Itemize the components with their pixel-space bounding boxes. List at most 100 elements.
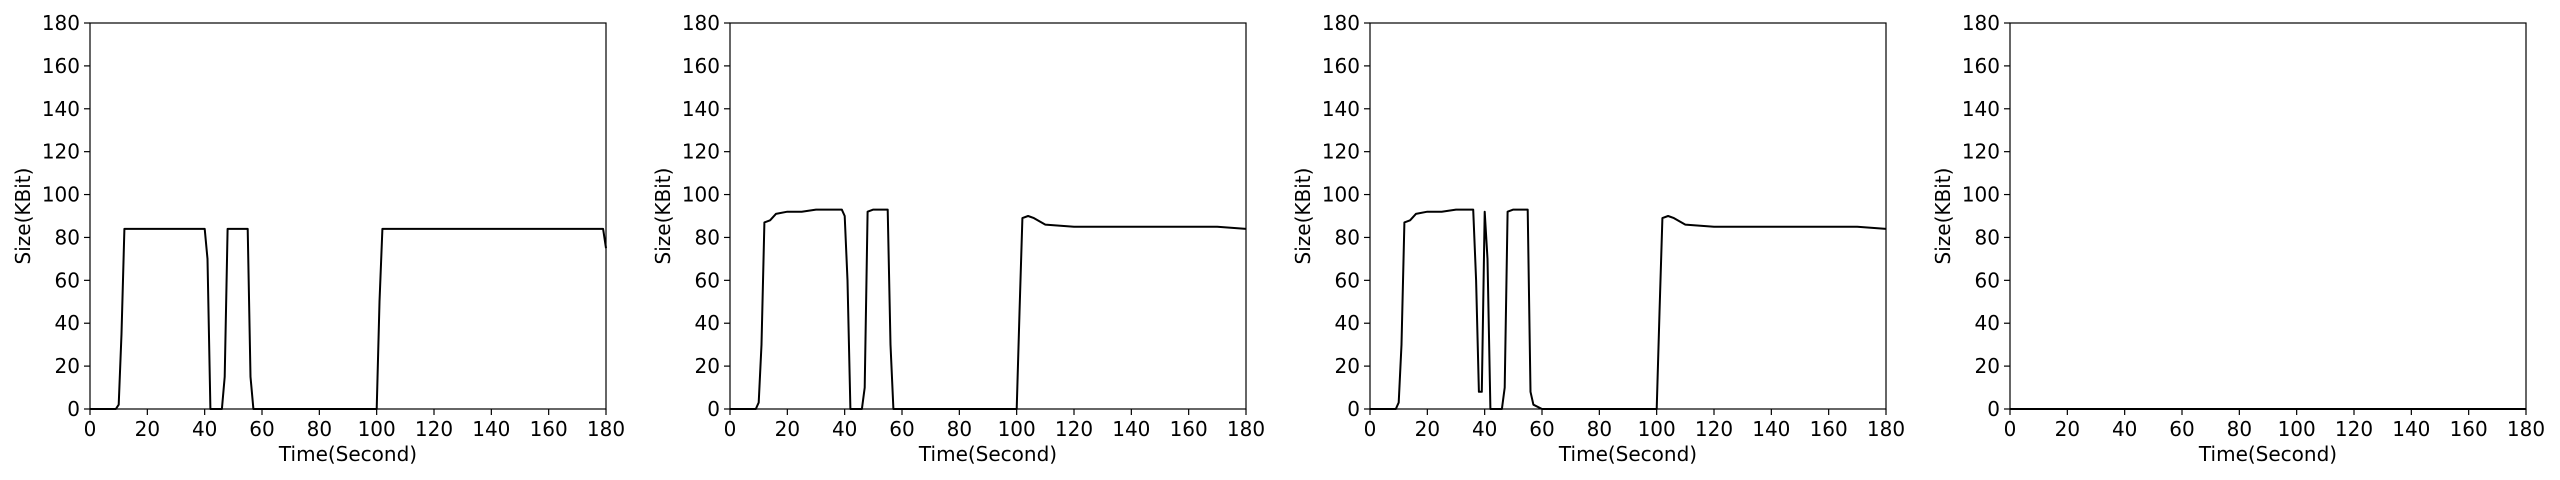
x-tick-label: 60 <box>889 417 914 441</box>
x-tick-label: 120 <box>2335 417 2373 441</box>
y-tick-label: 60 <box>1975 268 2000 292</box>
series-line <box>90 227 607 410</box>
y-axis-label: Size(KBit) <box>1931 168 1955 265</box>
x-tick-label: 180 <box>587 417 625 441</box>
x-tick-label: 40 <box>832 417 857 441</box>
x-tick-label: 100 <box>1638 417 1676 441</box>
x-tick-label: 160 <box>1810 417 1848 441</box>
y-tick-label: 40 <box>55 311 80 335</box>
y-tick-label: 120 <box>1322 140 1360 164</box>
x-tick-label: 40 <box>1472 417 1497 441</box>
chart-panel-4: 0 20 40 60 80 100 120 140 160 180 0 20 40 60 80 100 120 1… <box>1931 11 2545 466</box>
x-tick-label: 100 <box>2278 417 2316 441</box>
x-tick-label: 80 <box>1587 417 1612 441</box>
x-tick-label: 80 <box>2227 417 2252 441</box>
chart-panel-1: 0 20 40 60 80 100 120 140 160 180 0 20 40 60 80 100 120 1… <box>11 11 625 466</box>
y-tick-label: 40 <box>1335 311 1360 335</box>
y-tick-label: 140 <box>1322 97 1360 121</box>
y-tick-label: 80 <box>1975 225 2000 249</box>
x-tick-label: 120 <box>1695 417 1733 441</box>
x-axis-label: Time(Second) <box>1558 442 1697 466</box>
x-tick-label: 60 <box>249 417 274 441</box>
x-tick-label: 180 <box>1227 417 1265 441</box>
x-axis-label: Time(Second) <box>278 442 417 466</box>
x-tick-label: 20 <box>775 417 800 441</box>
x-tick-label: 140 <box>472 417 510 441</box>
y-tick-label: 120 <box>1962 140 2000 164</box>
y-tick-label: 100 <box>1962 183 2000 207</box>
plot-frame <box>729 22 1247 410</box>
y-tick-label: 0 <box>67 397 80 421</box>
x-tick-label: 140 <box>2392 417 2430 441</box>
y-tick-label: 100 <box>42 183 80 207</box>
x-tick-label: 120 <box>1055 417 1093 441</box>
y-tick-label: 60 <box>1335 268 1360 292</box>
x-tick-label: 60 <box>2169 417 2194 441</box>
x-tick-label: 20 <box>2055 417 2080 441</box>
y-tick-label: 180 <box>682 11 720 35</box>
x-tick-label: 140 <box>1112 417 1150 441</box>
y-tick-label: 0 <box>1987 397 2000 421</box>
y-tick-label: 20 <box>55 354 80 378</box>
y-tick-label: 0 <box>707 397 720 421</box>
x-tick-label: 120 <box>415 417 453 441</box>
y-axis-label: Size(KBit) <box>651 168 675 265</box>
x-tick-label: 20 <box>135 417 160 441</box>
plot-frame <box>89 22 607 410</box>
y-tick-label: 120 <box>42 140 80 164</box>
x-tick-label: 80 <box>307 417 332 441</box>
y-tick-label: 120 <box>682 140 720 164</box>
y-tick-label: 20 <box>695 354 720 378</box>
x-tick-label: 0 <box>84 417 97 441</box>
x-axis-label: Time(Second) <box>2198 442 2337 466</box>
x-tick-label: 20 <box>1415 417 1440 441</box>
y-tick-label: 80 <box>695 225 720 249</box>
y-tick-label: 40 <box>1975 311 2000 335</box>
y-tick-label: 40 <box>695 311 720 335</box>
x-tick-label: 180 <box>1867 417 1905 441</box>
y-tick-label: 140 <box>42 97 80 121</box>
y-tick-label: 100 <box>1322 183 1360 207</box>
x-tick-label: 160 <box>530 417 568 441</box>
y-tick-label: 80 <box>55 225 80 249</box>
x-tick-label: 140 <box>1752 417 1790 441</box>
series-line <box>730 208 1247 410</box>
y-tick-label: 20 <box>1335 354 1360 378</box>
x-axis-label: Time(Second) <box>918 442 1057 466</box>
y-tick-label: 80 <box>1335 225 1360 249</box>
y-tick-label: 140 <box>682 97 720 121</box>
x-tick-label: 100 <box>998 417 1036 441</box>
y-axis-label: Size(KBit) <box>11 168 35 265</box>
y-tick-label: 100 <box>682 183 720 207</box>
chart-panel-2: 0 20 40 60 80 100 120 140 160 180 0 20 40 60 80 100 120 1… <box>651 11 1265 466</box>
y-tick-label: 20 <box>1975 354 2000 378</box>
x-tick-label: 60 <box>1529 417 1554 441</box>
x-tick-label: 40 <box>192 417 217 441</box>
chart-panel-3: 0 20 40 60 80 100 120 140 160 180 0 20 40 60 80 100 120 1… <box>1291 11 1905 466</box>
y-tick-label: 180 <box>1962 11 2000 35</box>
y-tick-label: 180 <box>1322 11 1360 35</box>
x-tick-label: 180 <box>2507 417 2545 441</box>
plot-frame <box>1369 22 1887 410</box>
y-tick-label: 160 <box>682 54 720 78</box>
y-tick-label: 160 <box>1322 54 1360 78</box>
y-tick-label: 60 <box>695 268 720 292</box>
x-tick-label: 40 <box>2112 417 2137 441</box>
y-tick-label: 0 <box>1347 397 1360 421</box>
x-tick-label: 0 <box>2004 417 2017 441</box>
plot-frame <box>2009 22 2527 410</box>
y-tick-label: 160 <box>42 54 80 78</box>
y-tick-label: 160 <box>1962 54 2000 78</box>
y-axis-label: Size(KBit) <box>1291 168 1315 265</box>
x-tick-label: 0 <box>724 417 737 441</box>
x-tick-label: 160 <box>1170 417 1208 441</box>
series-line <box>1370 208 1887 410</box>
y-tick-label: 140 <box>1962 97 2000 121</box>
x-tick-label: 160 <box>2450 417 2488 441</box>
y-tick-label: 180 <box>42 11 80 35</box>
x-tick-label: 100 <box>358 417 396 441</box>
y-tick-label: 60 <box>55 268 80 292</box>
x-tick-label: 0 <box>1364 417 1377 441</box>
x-tick-label: 80 <box>947 417 972 441</box>
